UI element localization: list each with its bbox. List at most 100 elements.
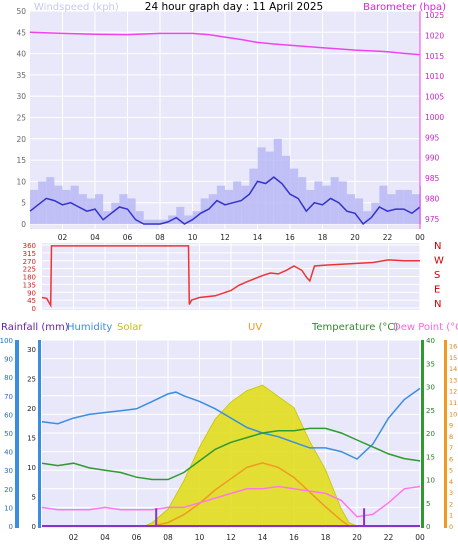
time-tick-label: 02 — [69, 533, 79, 542]
gust-bar — [192, 211, 201, 224]
winddir-tick-label: 360 — [23, 242, 36, 250]
gust-bar — [135, 211, 144, 224]
temperature-tick-label: 20 — [426, 430, 435, 438]
gust-bar — [127, 198, 136, 224]
winddir-tick-label: 90 — [27, 289, 36, 297]
humidity-tick-label: 60 — [4, 411, 13, 419]
time-tick-label: 14 — [253, 233, 263, 242]
gust-bar — [95, 194, 104, 224]
time-tick-label: 08 — [155, 233, 165, 242]
uv-tick-label: 16 — [449, 343, 457, 351]
winddir-tick-label: 0 — [32, 305, 36, 313]
winddir-tick-label: 135 — [23, 281, 36, 289]
compass-label: E — [434, 285, 440, 296]
rain-tick-label: 30 — [27, 346, 36, 354]
windspeed-line — [29, 176, 421, 226]
uv-tick-label: 0 — [449, 523, 453, 531]
rain-tick-label: 20 — [27, 405, 36, 413]
temperature-tick-label: 35 — [426, 360, 435, 368]
time-tick-label: 00 — [415, 233, 425, 242]
rain-axis-ticks: 0 5 10 15 20 25 30 — [27, 346, 36, 531]
gust-bar — [314, 181, 323, 224]
time-tick-label: 10 — [188, 233, 198, 242]
temperature-tick-label: 30 — [426, 384, 435, 392]
rain-tick-label: 25 — [27, 375, 36, 383]
barometer-axis-ticks: 975 980 985 990 995 1000 1005 1010 1015 1020 1025 — [425, 11, 444, 224]
windspeed-tick-label: 35 — [16, 71, 26, 80]
gust-bar — [151, 219, 160, 224]
windspeed-tick-label: 5 — [21, 199, 26, 208]
windspeed-tick-label: 40 — [16, 50, 26, 59]
gust-bar — [249, 168, 258, 224]
humidity-label: Humidity — [67, 322, 112, 333]
humidity-tick-label: 40 — [4, 449, 13, 457]
gust-bar — [387, 194, 396, 224]
time-tick-label: 04 — [90, 233, 100, 242]
barometer-axis-label: Barometer (hpa) — [363, 2, 446, 13]
humidity-tick-label: 20 — [4, 486, 13, 494]
gust-bar — [119, 194, 128, 224]
uv-label: UV — [248, 322, 262, 333]
time-tick-label: 12 — [226, 533, 236, 542]
time-tick-label: 18 — [321, 533, 331, 542]
time-tick-label: 04 — [100, 533, 110, 542]
uv-tick-label: 1 — [449, 512, 453, 520]
uv-tick-label: 14 — [449, 365, 457, 373]
gust-bar — [46, 177, 55, 224]
gust-bar — [225, 189, 234, 224]
humidity-tick-label: 0 — [9, 523, 13, 531]
gust-bar — [233, 181, 242, 224]
windspeed-tick-label: 30 — [16, 92, 26, 101]
humidity-axis-bar — [15, 340, 19, 528]
gust-bar — [265, 151, 274, 224]
gust-bar — [184, 215, 193, 224]
uv-tick-label: 15 — [449, 354, 457, 362]
winddir-tick-label: 225 — [23, 266, 36, 274]
uv-tick-label: 8 — [449, 433, 453, 441]
winddir-tick-label: 270 — [23, 258, 36, 266]
temperature-tick-label: 0 — [426, 523, 430, 531]
windspeed-axis-label: Windspeed (kph) — [34, 2, 119, 13]
windspeed-tick-label: 45 — [16, 28, 26, 37]
compass-label: N — [434, 241, 441, 252]
dewpoint-line — [41, 485, 421, 518]
uv-tick-label: 2 — [449, 500, 453, 508]
time-tick-label: 20 — [350, 233, 360, 242]
time-tick-label: 16 — [289, 533, 299, 542]
humidity-axis-ticks: 0 10 20 30 40 50 60 70 80 90 100 — [0, 337, 13, 531]
uv-tick-label: 13 — [449, 376, 457, 384]
gust-bar — [395, 189, 404, 224]
barometer-tick-label: 1025 — [425, 11, 444, 20]
time-tick-label: 12 — [220, 233, 230, 242]
temperature-tick-label: 10 — [426, 477, 435, 485]
gust-bar — [103, 211, 112, 224]
climate-panel-time-ticks: 02 04 06 08 10 12 14 16 18 20 22 00 — [69, 533, 425, 542]
windspeed-axis-ticks: 0 5 10 15 20 25 30 35 40 45 50 — [16, 7, 26, 229]
rainfall-marks — [155, 508, 366, 526]
gust-bar — [257, 147, 266, 224]
dewpoint-label: Dew Point (°C) — [393, 322, 458, 333]
barometer-tick-label: 995 — [425, 133, 440, 142]
gust-bar — [273, 138, 282, 224]
gust-bar — [379, 185, 388, 224]
gust-bar — [62, 189, 71, 224]
time-tick-label: 18 — [318, 233, 328, 242]
humidity-tick-label: 80 — [4, 374, 13, 382]
gust-bar — [411, 194, 420, 224]
winddir-tick-label: 45 — [27, 297, 36, 305]
barometer-tick-label: 1000 — [425, 113, 444, 122]
time-tick-label: 14 — [258, 533, 268, 542]
gust-bar — [111, 202, 120, 224]
windspeed-tick-label: 50 — [16, 7, 26, 16]
time-tick-label: 16 — [285, 233, 295, 242]
gust-bar — [208, 194, 217, 224]
gust-bar — [338, 181, 347, 224]
temperature-label: Temperature (°C) — [311, 322, 398, 333]
windspeed-tick-label: 15 — [16, 156, 26, 165]
gust-bar — [38, 181, 47, 224]
gust-bar — [143, 219, 152, 224]
gust-bar — [355, 198, 364, 224]
barometer-tick-label: 1020 — [425, 31, 444, 40]
